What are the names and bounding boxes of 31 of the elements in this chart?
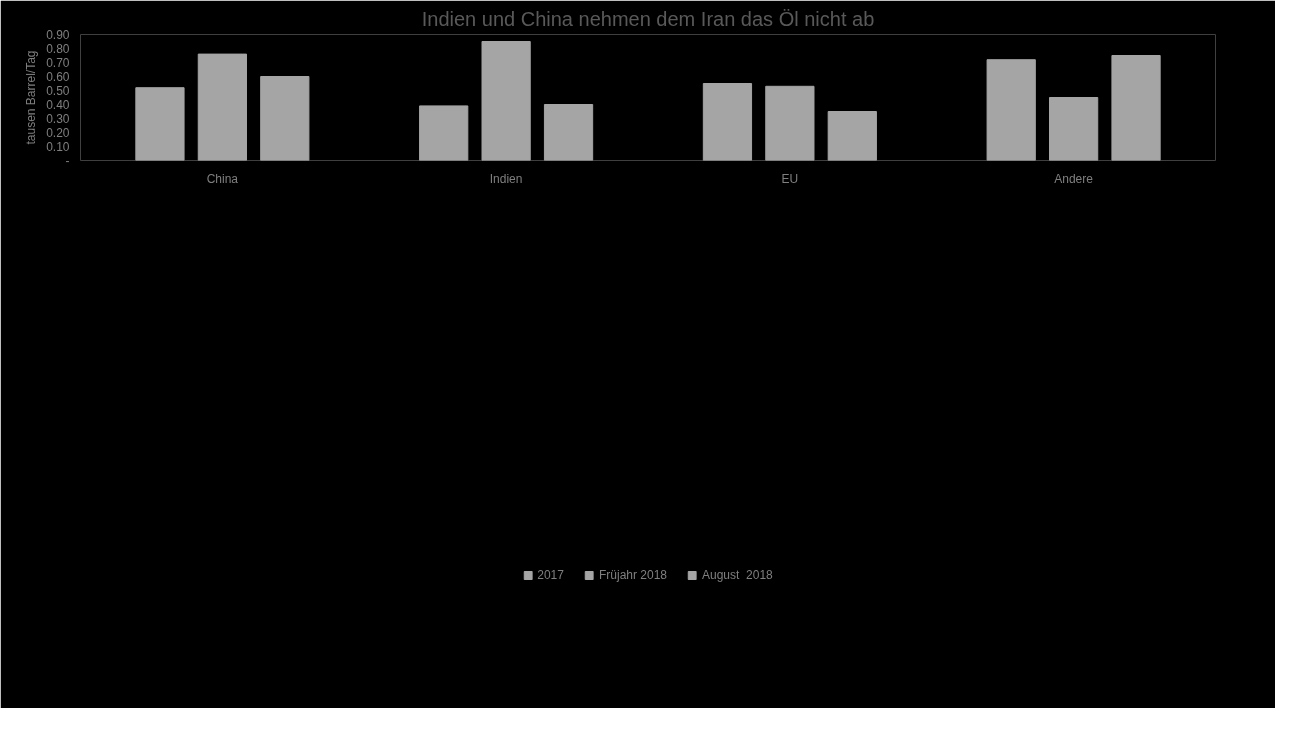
bar bbox=[765, 85, 815, 161]
x-tick-label: China bbox=[206, 171, 239, 186]
bar bbox=[135, 87, 185, 161]
x-tick-label: EU bbox=[781, 171, 799, 186]
y-tick-label: 0.10 bbox=[46, 140, 70, 154]
y-tick-label: 0.80 bbox=[46, 42, 70, 56]
bar bbox=[481, 41, 531, 161]
bar bbox=[197, 53, 247, 161]
y-axis-title: tausen Barrel/Tag bbox=[24, 50, 39, 145]
y-tick-label: 0.60 bbox=[46, 70, 70, 84]
bar bbox=[827, 111, 877, 161]
y-tick-label: 0.90 bbox=[46, 28, 70, 42]
bar bbox=[1111, 55, 1161, 161]
bar bbox=[543, 104, 594, 161]
y-tick-label: 0.50 bbox=[46, 84, 70, 98]
x-tick-label: Indien bbox=[489, 171, 523, 186]
bar bbox=[986, 59, 1036, 161]
legend-label: 2017 bbox=[537, 567, 564, 582]
y-tick-label: 0.20 bbox=[46, 126, 70, 140]
y-tick-label: 0.40 bbox=[46, 98, 70, 112]
bar bbox=[419, 105, 469, 161]
legend-label: Früjahr 2018 bbox=[598, 567, 668, 582]
y-tick-label: 0.30 bbox=[46, 112, 70, 126]
bar bbox=[260, 76, 310, 161]
bar bbox=[1049, 97, 1099, 161]
chart-title: Indien und China nehmen dem Iran das Öl nicht ab bbox=[421, 7, 875, 30]
y-tick-label: 0.70 bbox=[46, 56, 70, 70]
bar bbox=[702, 83, 753, 161]
x-tick-label: Andere bbox=[1054, 171, 1094, 186]
y-tick-label: - bbox=[65, 154, 70, 168]
legend-label: August 2018 bbox=[702, 567, 773, 582]
